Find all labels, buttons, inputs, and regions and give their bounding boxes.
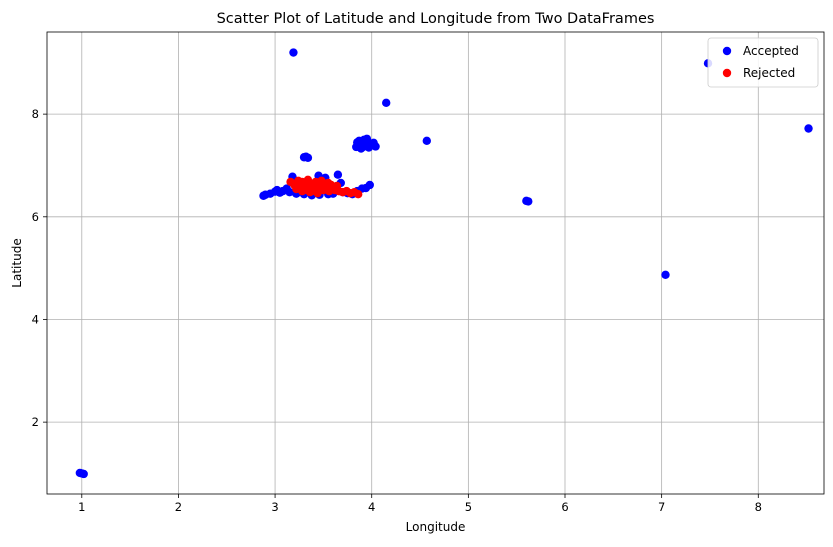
chart-title: Scatter Plot of Latitude and Longitude f…: [217, 11, 655, 27]
y-tick-label: 4: [32, 312, 39, 326]
data-point: [301, 152, 311, 161]
axis-ticks: 1 2 3 4 5 6 7 8 2 4 6 8: [32, 107, 762, 514]
data-point: [353, 138, 362, 147]
y-axis-label: Latitude: [10, 238, 24, 287]
data-point: [307, 186, 316, 196]
y-tick-label: 6: [32, 210, 39, 224]
data-point: [422, 136, 432, 146]
data-point: [297, 177, 307, 187]
data-point: [333, 170, 343, 179]
data-point: [382, 98, 391, 108]
data-point: [804, 124, 813, 133]
series-rejected: [286, 175, 363, 199]
legend-box: [707, 37, 819, 88]
legend-marker: [722, 46, 732, 56]
x-tick-label: 1: [78, 500, 85, 514]
legend: Accepted Rejected: [707, 37, 819, 88]
x-tick-label: 6: [561, 500, 568, 514]
y-tick-label: 8: [32, 107, 39, 121]
data-point: [317, 184, 326, 194]
legend-label: Accepted: [743, 44, 799, 58]
data-point: [364, 143, 374, 152]
data-point: [289, 48, 298, 57]
x-axis-label: Longitude: [406, 520, 466, 534]
data-point: [79, 469, 88, 479]
legend-label: Rejected: [743, 66, 795, 80]
x-tick-label: 3: [271, 500, 278, 514]
x-tick-label: 8: [755, 500, 762, 514]
data-point: [299, 185, 309, 195]
data-point: [661, 270, 670, 280]
x-tick-label: 5: [465, 500, 472, 514]
series-accepted: [75, 48, 813, 479]
x-tick-label: 2: [175, 500, 182, 514]
data-point: [365, 180, 374, 190]
data-points: [75, 48, 813, 479]
data-point: [353, 190, 363, 199]
y-tick-label: 2: [32, 415, 39, 429]
x-tick-label: 4: [368, 500, 375, 514]
plot-frame: [46, 31, 825, 495]
grid-lines: [47, 32, 824, 494]
data-point: [285, 187, 294, 197]
data-point: [524, 197, 533, 206]
data-point: [371, 142, 380, 151]
legend-marker: [722, 68, 732, 78]
x-tick-label: 7: [658, 500, 665, 514]
